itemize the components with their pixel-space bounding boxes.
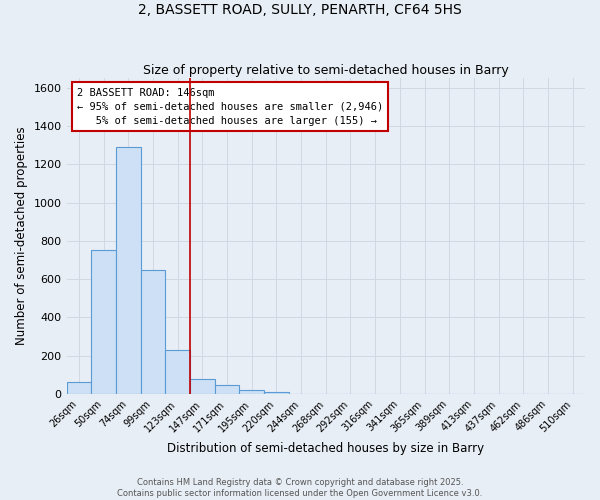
Bar xyxy=(165,350,190,394)
Bar xyxy=(140,270,165,394)
Bar xyxy=(190,378,215,394)
Bar xyxy=(264,392,289,394)
Title: Size of property relative to semi-detached houses in Barry: Size of property relative to semi-detach… xyxy=(143,64,509,77)
Bar xyxy=(239,390,264,394)
Bar xyxy=(91,250,116,394)
Bar xyxy=(215,386,239,394)
Text: 2, BASSETT ROAD, SULLY, PENARTH, CF64 5HS: 2, BASSETT ROAD, SULLY, PENARTH, CF64 5H… xyxy=(138,2,462,16)
Text: 2 BASSETT ROAD: 146sqm
← 95% of semi-detached houses are smaller (2,946)
   5% o: 2 BASSETT ROAD: 146sqm ← 95% of semi-det… xyxy=(77,88,383,126)
Text: Contains HM Land Registry data © Crown copyright and database right 2025.
Contai: Contains HM Land Registry data © Crown c… xyxy=(118,478,482,498)
X-axis label: Distribution of semi-detached houses by size in Barry: Distribution of semi-detached houses by … xyxy=(167,442,484,455)
Bar xyxy=(67,382,91,394)
Bar xyxy=(116,147,140,394)
Y-axis label: Number of semi-detached properties: Number of semi-detached properties xyxy=(15,126,28,346)
